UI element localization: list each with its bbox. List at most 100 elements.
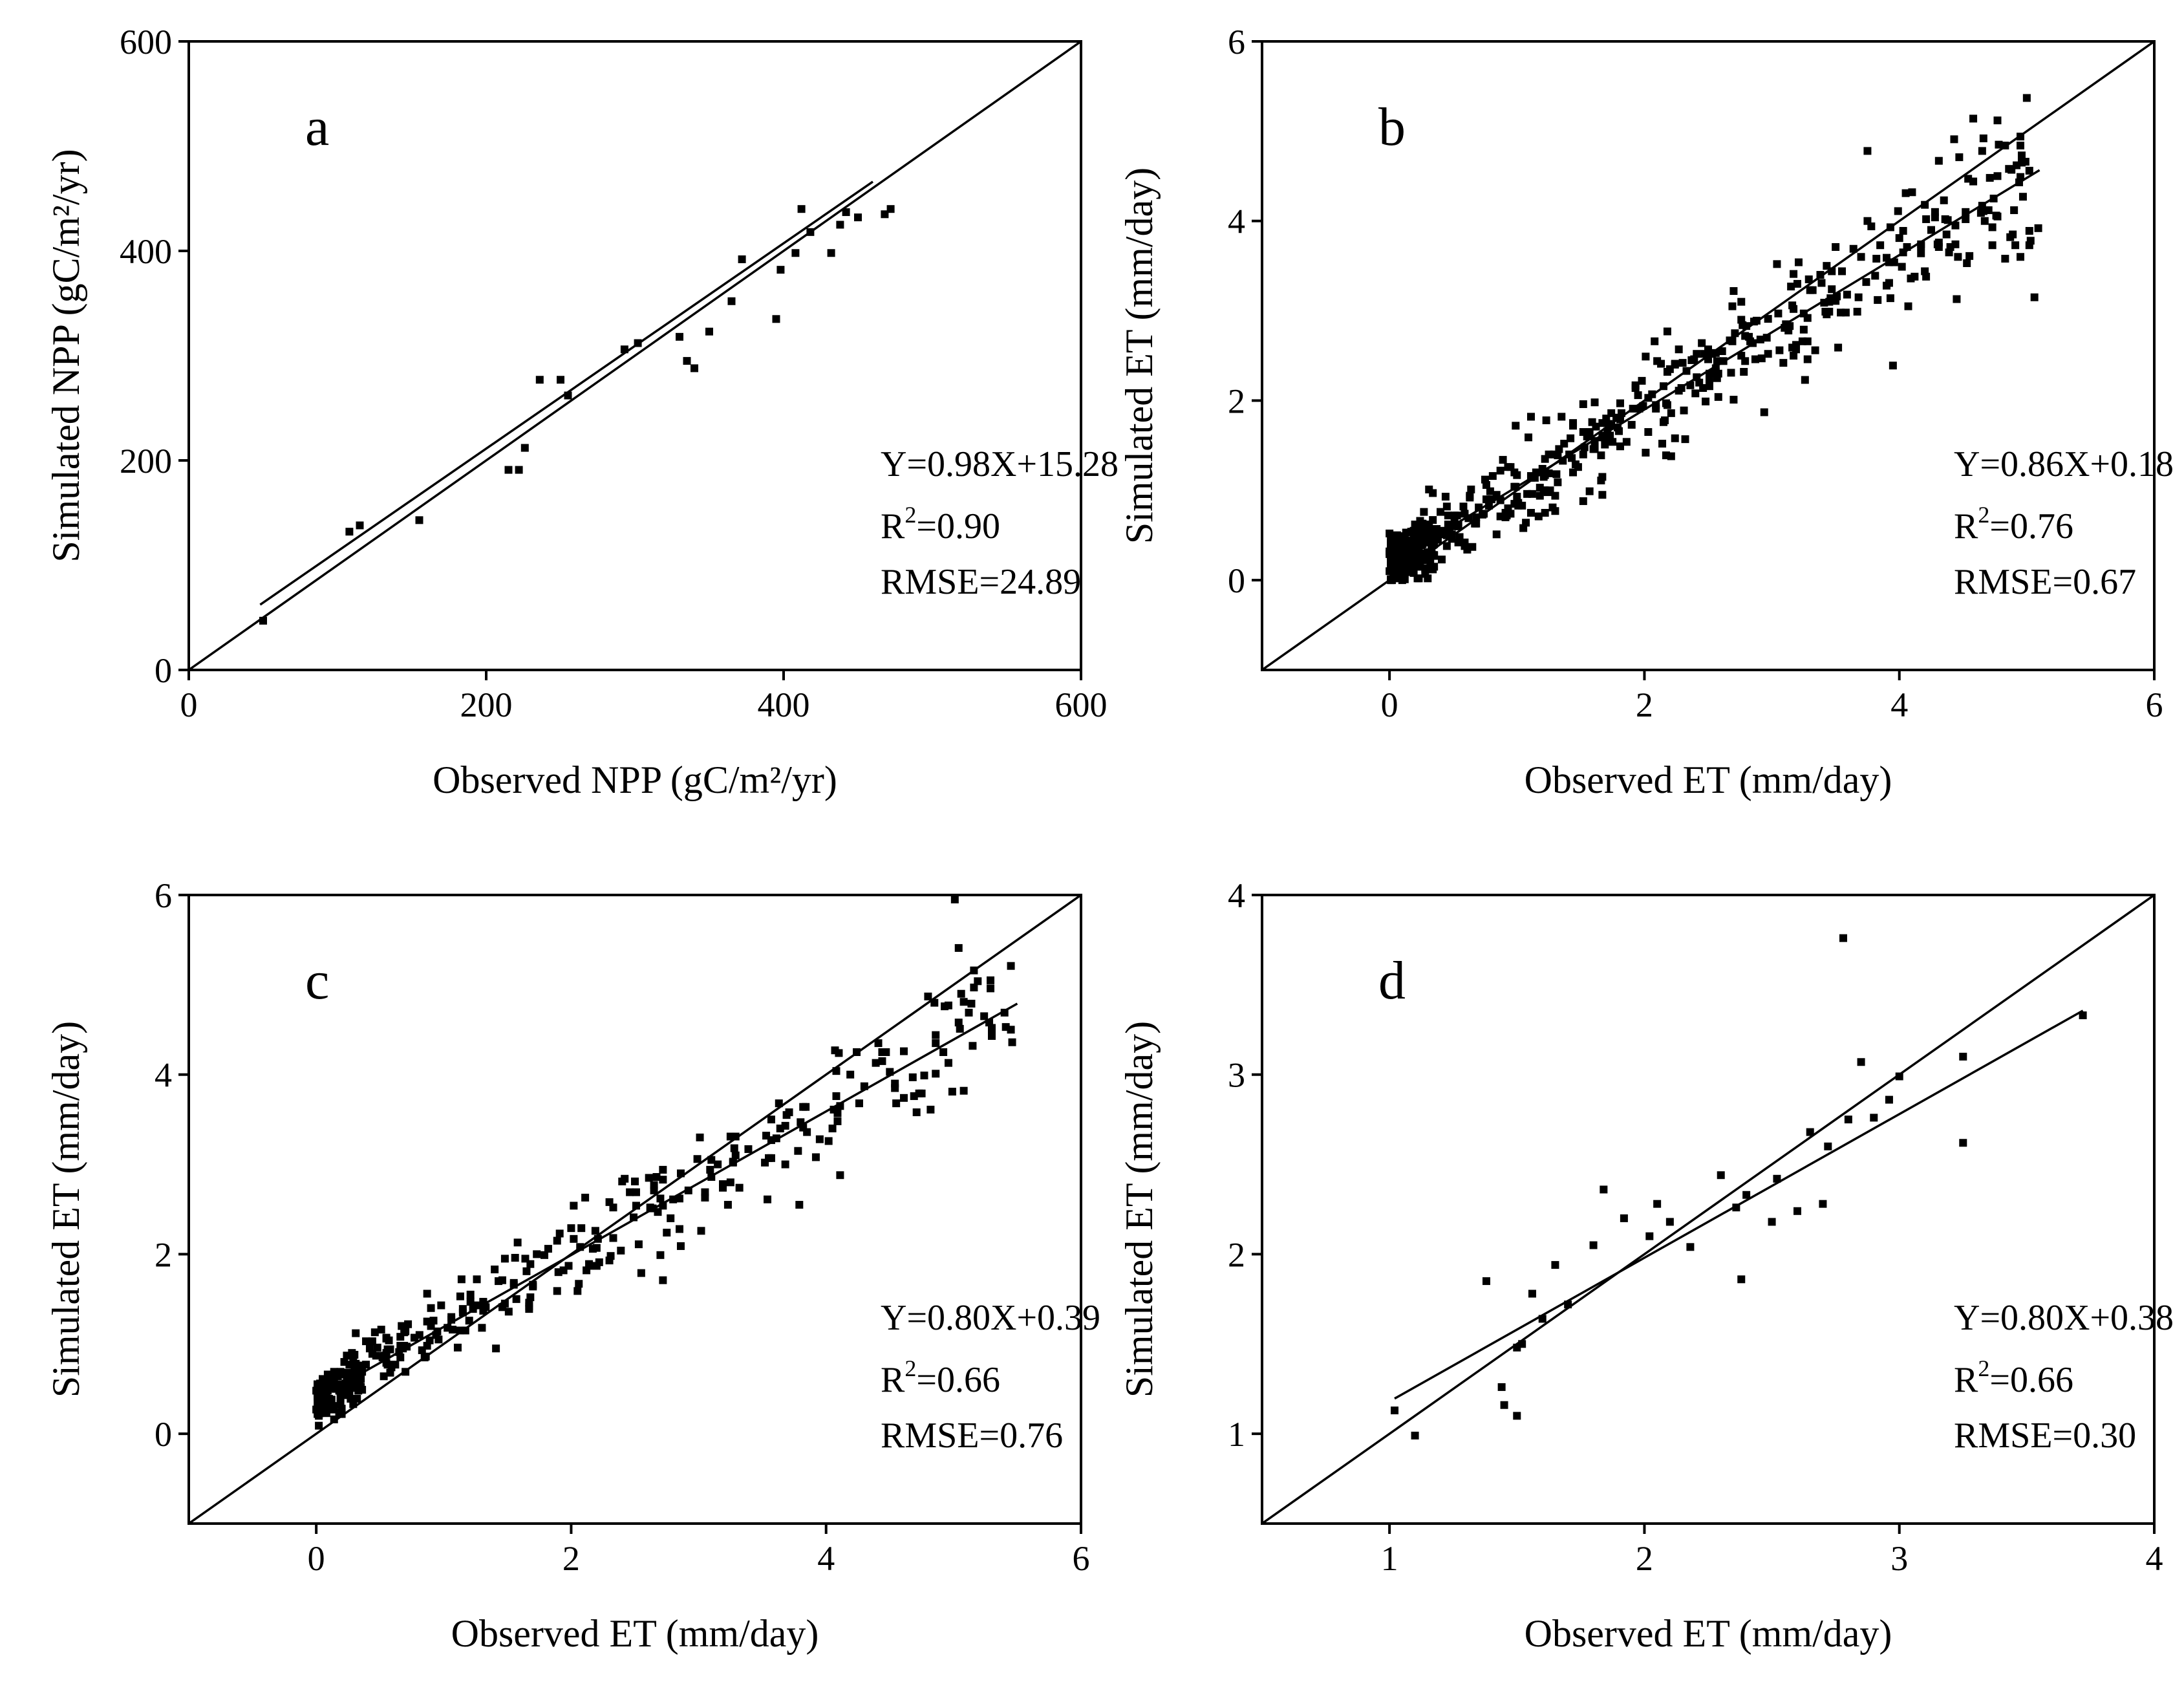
data-point — [594, 1235, 602, 1243]
data-point — [637, 1269, 645, 1277]
data-point — [1687, 356, 1696, 364]
data-point — [1989, 195, 1998, 202]
data-point — [1479, 510, 1487, 519]
data-point — [1788, 301, 1797, 310]
data-point — [930, 998, 939, 1007]
y-tick-label: 1 — [1228, 1415, 1245, 1454]
fit-equation: Y=0.98X+15.28 — [881, 444, 1119, 484]
data-point — [1790, 352, 1798, 360]
data-point — [1555, 445, 1563, 453]
data-point — [1393, 544, 1401, 553]
panel-b: 0 2 4 6 0 2 4 6 Observed ET (mm/day) Simulated ET… — [1118, 23, 2174, 801]
data-point — [967, 1000, 976, 1008]
data-point — [1862, 278, 1870, 286]
data-point — [1705, 369, 1713, 378]
data-point — [348, 1349, 356, 1357]
data-point — [656, 1251, 665, 1259]
data-point — [1665, 365, 1674, 373]
data-point — [1409, 569, 1418, 577]
data-point — [954, 943, 963, 952]
data-point — [881, 210, 889, 219]
data-point — [1644, 428, 1653, 437]
data-point — [764, 1195, 772, 1203]
fit-equation: Y=0.80X+0.39 — [881, 1298, 1100, 1338]
data-point — [609, 1203, 617, 1212]
data-point — [1799, 325, 1808, 334]
data-point — [1700, 350, 1709, 358]
data-point — [920, 1072, 928, 1080]
rmse: RMSE=0.76 — [881, 1416, 1063, 1456]
data-point — [872, 1059, 880, 1067]
rmse: RMSE=24.89 — [881, 562, 1081, 602]
data-point — [1803, 314, 1812, 322]
data-point — [1388, 567, 1397, 576]
data-point — [1762, 334, 1771, 342]
y-tick-label: 4 — [155, 1056, 172, 1095]
data-point — [2001, 142, 2009, 150]
data-point — [1551, 507, 1559, 515]
data-point — [525, 1305, 533, 1313]
data-point — [1638, 376, 1646, 385]
data-point — [1412, 535, 1420, 543]
data-point — [797, 205, 806, 213]
data-point — [1962, 215, 1970, 223]
data-point — [1962, 208, 1970, 216]
data-point — [634, 1240, 643, 1249]
data-point — [1534, 512, 1543, 521]
data-point — [1631, 383, 1640, 392]
y-tick-label: 400 — [120, 232, 172, 271]
data-point — [1579, 497, 1587, 505]
data-point — [1901, 189, 1910, 197]
data-point — [831, 1046, 839, 1055]
data-point — [1854, 293, 1863, 301]
data-point — [1790, 270, 1798, 278]
data-point — [345, 528, 354, 536]
data-point — [447, 1313, 456, 1321]
data-point — [1513, 1412, 1521, 1420]
data-point — [899, 1094, 908, 1102]
data-point — [456, 1326, 464, 1335]
data-point — [1993, 212, 2002, 221]
data-point — [811, 1153, 820, 1161]
data-point — [1898, 263, 1906, 271]
data-point — [776, 266, 785, 274]
data-point — [1492, 491, 1501, 499]
data-point — [356, 521, 364, 530]
data-point — [1461, 510, 1469, 518]
data-point — [1740, 367, 1748, 376]
data-point — [646, 1203, 654, 1212]
data-point — [1510, 482, 1519, 491]
data-point — [415, 516, 423, 524]
x-axis-title: Observed ET (mm/day) — [451, 1612, 819, 1655]
data-point — [1441, 493, 1450, 501]
data-point — [676, 1169, 685, 1178]
data-point — [1442, 502, 1451, 511]
plot-frame — [1261, 40, 2156, 671]
data-point — [1466, 491, 1474, 500]
data-point — [328, 1375, 337, 1384]
data-point — [878, 1057, 886, 1065]
data-point — [1492, 530, 1501, 539]
data-point — [434, 1335, 443, 1344]
data-point — [836, 221, 844, 229]
data-point — [1590, 445, 1599, 453]
data-point — [1598, 491, 1607, 499]
data-point — [2034, 224, 2042, 232]
data-point — [535, 376, 544, 384]
data-point — [1597, 451, 1605, 460]
fit-equation: Y=0.86X+0.18 — [1954, 444, 2174, 484]
data-point — [1430, 551, 1439, 559]
data-point — [705, 327, 713, 336]
data-point — [327, 1383, 336, 1391]
data-point — [577, 1224, 586, 1233]
data-point — [522, 1267, 531, 1275]
data-point — [1007, 962, 1015, 970]
x-tick-label: 4 — [1890, 685, 1908, 724]
y-tick-label: 4 — [1228, 876, 1245, 915]
data-point — [878, 1048, 886, 1056]
data-point — [1768, 1218, 1776, 1226]
data-point — [1876, 241, 1885, 250]
x-tick-label: 2 — [1636, 685, 1653, 724]
data-point — [650, 1186, 658, 1194]
one-to-one-line — [189, 41, 1081, 670]
